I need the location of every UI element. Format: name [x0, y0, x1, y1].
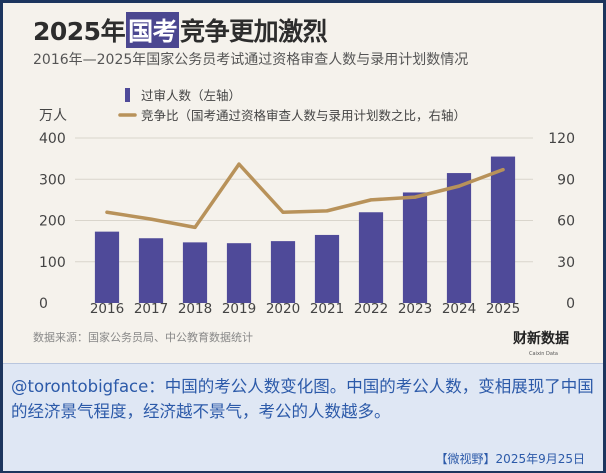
x-axis-tick: 2018	[178, 301, 212, 317]
caption-panel: @torontobigface：中国的考公人数变化图。中国的考公人数，变相展现了…	[3, 363, 603, 471]
bar	[314, 234, 340, 303]
right-axis-tick: 60	[557, 214, 575, 230]
left-axis-tick: 200	[39, 214, 66, 230]
chart-panel: 2025年 国考 竞争更加激烈 2016年—2025年国家公务员考试通过资格审查…	[3, 3, 603, 363]
chart-subtitle: 2016年—2025年国家公务员考试通过资格审查人数与录用计划数情况	[33, 52, 469, 68]
data-source: 数据来源：国家公务员局、中公教育数据统计	[33, 330, 253, 344]
line-point	[237, 162, 241, 166]
bar	[358, 212, 384, 303]
x-axis-tick: 2016	[90, 301, 124, 317]
left-axis-tick: 400	[39, 131, 66, 147]
x-axis-tick: 2023	[398, 301, 432, 317]
bar	[490, 156, 516, 303]
left-axis-tick: 300	[39, 172, 66, 188]
caixin-logo-sub: Caixin Data	[529, 351, 558, 357]
bar	[446, 173, 472, 303]
line-point	[193, 225, 197, 229]
caixin-logo: 财新数据	[512, 330, 569, 347]
line-point	[369, 198, 373, 202]
chart-title-part1: 2025年	[33, 17, 126, 46]
bar	[270, 241, 296, 303]
x-axis-tick: 2017	[134, 301, 168, 317]
chart-title-highlight: 国考	[126, 12, 180, 48]
x-axis-tick: 2025	[486, 301, 520, 317]
right-axis-tick: 0	[566, 296, 575, 312]
chart-svg: 万人 过审人数（左轴） 竞争比（国考通过资格审查人数与录用计划数之比，右轴） 0…	[33, 88, 575, 357]
right-axis-tick: 90	[557, 172, 575, 188]
line-point	[501, 168, 505, 172]
chart-title-part2: 竞争更加激烈	[180, 17, 328, 46]
line-point	[457, 184, 461, 188]
bar	[402, 192, 428, 303]
x-axis-tick: 2020	[266, 301, 300, 317]
line-point	[325, 209, 329, 213]
bar	[138, 238, 164, 303]
line-point	[281, 210, 285, 214]
post-caption: @torontobigface：中国的考公人数变化图。中国的考公人数，变相展现了…	[11, 377, 594, 421]
left-axis-tick: 100	[39, 255, 66, 271]
bar	[94, 231, 120, 303]
chart-title: 2025年 国考 竞争更加激烈	[33, 12, 328, 48]
right-axis-tick: 30	[557, 255, 575, 271]
legend-bar-label: 过审人数（左轴）	[141, 88, 241, 103]
x-axis-tick: 2021	[310, 301, 344, 317]
footer-stamp: 【微视野】2025年9月25日	[435, 452, 585, 466]
x-axis-tick: 2019	[222, 301, 256, 317]
left-axis-unit: 万人	[39, 108, 67, 124]
bar	[182, 242, 208, 303]
x-axis-tick: 2024	[442, 301, 476, 317]
x-axis-tick: 2022	[354, 301, 388, 317]
line-point	[105, 210, 109, 214]
line-point	[413, 195, 417, 199]
line-point	[149, 217, 153, 221]
left-axis-tick: 0	[39, 296, 48, 312]
bar	[226, 243, 252, 303]
competition-ratio-line	[105, 162, 505, 230]
legend-bar-swatch	[125, 88, 130, 102]
right-axis-tick: 120	[548, 131, 575, 147]
legend-line-label: 竞争比（国考通过资格审查人数与录用计划数之比，右轴）	[141, 108, 466, 123]
